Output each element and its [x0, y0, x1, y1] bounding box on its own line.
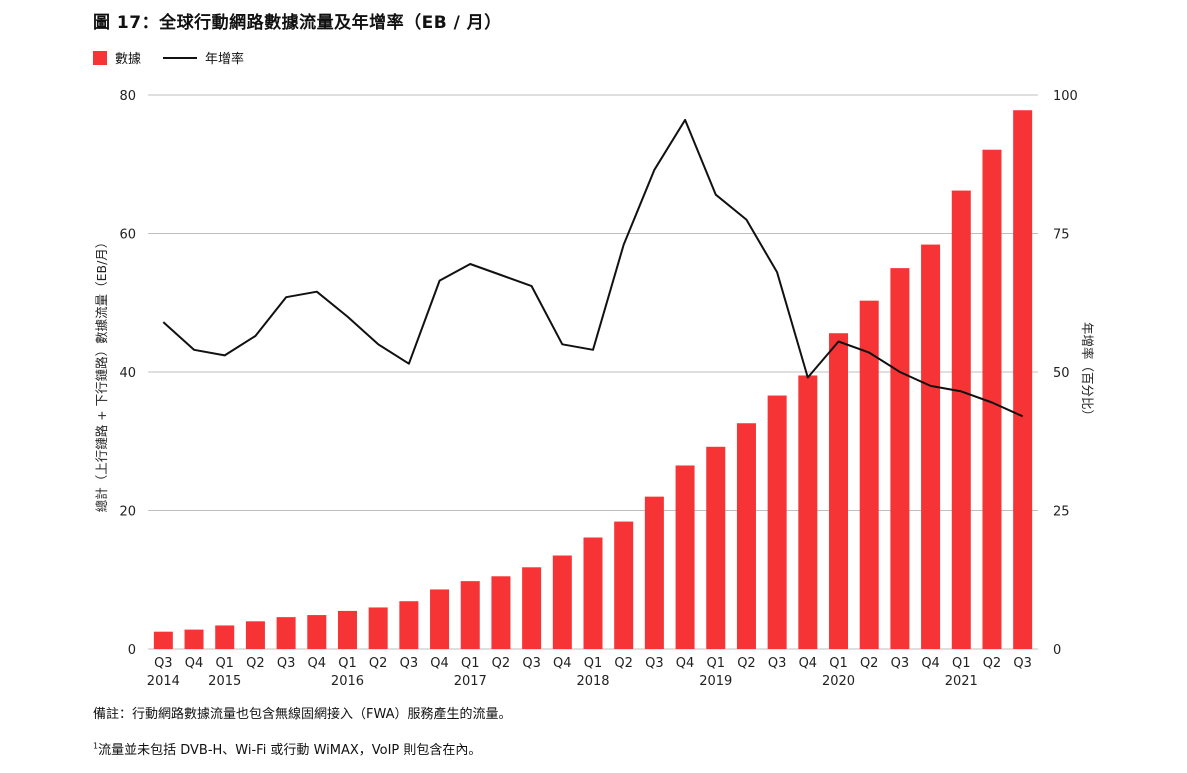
x-tick-label: Q2 — [492, 656, 511, 671]
bar — [736, 423, 756, 649]
bar — [951, 190, 971, 649]
bar — [706, 446, 726, 649]
x-year-label: 2015 — [208, 674, 241, 689]
x-tick-label: Q4 — [676, 656, 695, 671]
legend-line-label: 年增率 — [205, 52, 245, 67]
growth-line — [162, 118, 1024, 418]
bar — [921, 244, 941, 649]
y2-tick-label: 25 — [1053, 505, 1070, 520]
x-tick-label: Q2 — [246, 656, 265, 671]
chart-title: 圖 17：全球行動網路數據流量及年增率（EB / 月） — [93, 13, 502, 33]
x-tick-label: Q2 — [860, 656, 879, 671]
x-tick-label: Q4 — [921, 656, 940, 671]
x-year-label: 2019 — [699, 674, 732, 689]
bar — [614, 521, 634, 649]
legend: 數據 年增率 — [93, 48, 244, 67]
chart-canvas: 0 20 40 60 80 0 25 50 75 100 Q3 Q4 Q1 Q2 Q3 Q4 Q1 Q2 Q3 Q4 Q… — [94, 89, 1095, 689]
y-tick-label: 20 — [119, 505, 136, 520]
x-tick-label: Q4 — [799, 656, 818, 671]
x-tick-label: Q4 — [185, 656, 204, 671]
bar — [644, 496, 664, 649]
bar — [767, 395, 787, 649]
bar — [245, 621, 265, 649]
x-tick-label: Q3 — [154, 656, 173, 671]
x-year-label: 2016 — [331, 674, 364, 689]
y-tick-label: 0 — [128, 643, 136, 658]
x-tick-label: Q3 — [768, 656, 787, 671]
bar — [522, 567, 542, 649]
y2-tick-label: 0 — [1053, 643, 1061, 658]
x-tick-label: Q3 — [277, 656, 296, 671]
bar — [859, 300, 879, 649]
bar — [153, 631, 173, 649]
y2-tick-label: 50 — [1053, 366, 1070, 381]
y2-tick-label: 75 — [1053, 228, 1070, 243]
y-tick-label: 60 — [119, 228, 136, 243]
x-tick-label: Q1 — [584, 656, 603, 671]
x-tick-label: Q1 — [707, 656, 726, 671]
x-tick-label: Q4 — [430, 656, 449, 671]
x-tick-label: Q3 — [400, 656, 419, 671]
x-tick-label: Q1 — [461, 656, 480, 671]
bar — [368, 607, 388, 649]
bar — [583, 537, 603, 649]
legend-line-swatch — [163, 56, 198, 59]
x-tick-label: Q3 — [645, 656, 664, 671]
x-year-label: 2021 — [945, 674, 978, 689]
bar — [1013, 110, 1033, 650]
y2-tick-label: 100 — [1053, 89, 1078, 104]
bar — [491, 576, 511, 649]
x-tick-label: Q1 — [215, 656, 234, 671]
x-year-label: 2020 — [822, 674, 855, 689]
x-tick-label: Q2 — [369, 656, 388, 671]
footnote-text: 流量並未包括 DVB-H、Wi-Fi 或行動 WiMAX，VoIP 則包含在內。 — [98, 743, 482, 758]
y-axis-title: 總計（上行鏈路 + 下行鏈路）數據流量（EB/月） — [94, 236, 109, 513]
x-year-label: 2014 — [147, 674, 180, 689]
y-tick-label: 40 — [119, 366, 136, 381]
bar — [430, 589, 450, 649]
bar — [552, 555, 572, 649]
bar — [215, 625, 235, 649]
bar — [460, 581, 480, 649]
x-tick-label: Q1 — [338, 656, 357, 671]
bar — [798, 375, 818, 649]
bar — [337, 610, 357, 649]
x-tick-label: Q3 — [891, 656, 910, 671]
note-remark: 備註：行動網路數據流量也包含無線固網接入（FWA）服務產生的流量。 — [93, 707, 512, 722]
bar — [982, 149, 1002, 649]
x-tick-label: Q3 — [522, 656, 541, 671]
x-tick-label: Q3 — [1013, 656, 1032, 671]
footnote-marker: 1 — [93, 741, 99, 751]
y2-axis-title: 年增率（百分比） — [1080, 322, 1095, 422]
x-tick-label: Q4 — [308, 656, 327, 671]
x-tick-label: Q2 — [983, 656, 1002, 671]
legend-bar-swatch — [93, 50, 107, 65]
bar — [307, 615, 327, 649]
bar — [890, 268, 910, 649]
x-year-label: 2018 — [576, 674, 609, 689]
x-year-label: 2017 — [454, 674, 487, 689]
x-tick-label: Q1 — [952, 656, 971, 671]
bar — [399, 601, 419, 649]
note-footnote: 1流量並未包括 DVB-H、Wi-Fi 或行動 WiMAX，VoIP 則包含在內… — [93, 739, 481, 758]
bar — [184, 629, 204, 649]
x-tick-label: Q1 — [829, 656, 848, 671]
bar — [276, 617, 296, 649]
x-tick-label: Q4 — [553, 656, 572, 671]
bar — [675, 465, 695, 649]
x-tick-label: Q2 — [737, 656, 756, 671]
x-tick-label: Q2 — [614, 656, 633, 671]
legend-bar-label: 數據 — [115, 52, 142, 67]
y-tick-label: 80 — [119, 89, 136, 104]
bar — [829, 333, 849, 649]
